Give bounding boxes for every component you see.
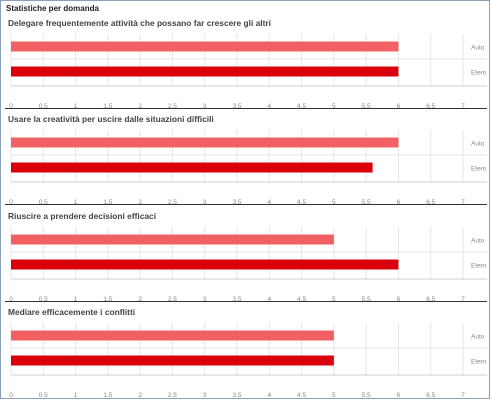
x-tick-label: 0: [9, 392, 13, 399]
bar-chart: Auto Etero 0 0.5 1 1.5 2 2.5 3 3.5 4 4.5 5 5.5 6 6.5 7: [9, 227, 487, 303]
x-tick-label: 0.5: [39, 199, 48, 206]
x-tick-label: 3: [203, 103, 207, 110]
x-tick-label: 4.5: [297, 103, 306, 110]
panel-divider: [5, 108, 487, 109]
x-tick-label: 1: [74, 199, 78, 206]
x-tick-label: 3.5: [232, 296, 241, 303]
bar-chart: Auto Etero 0 0.5 1 1.5 2 2.5 3 3.5 4 4.5 5 5.5 6 6.5 7: [9, 323, 487, 399]
x-tick-label: 0.5: [39, 392, 48, 399]
bar-auto: [11, 330, 334, 341]
x-tick-label: 4: [267, 296, 271, 303]
x-tick-label: 6.5: [426, 296, 435, 303]
x-tick-label: 4: [267, 199, 271, 206]
x-tick-label: 3.5: [232, 103, 241, 110]
bar-auto: [11, 41, 399, 52]
x-tick-label: 2.5: [168, 392, 177, 399]
x-tick-label: 1: [74, 392, 78, 399]
x-tick-label: 7: [461, 296, 465, 303]
x-tick-label: 6: [397, 103, 401, 110]
x-tick-label: 5: [332, 392, 336, 399]
x-tick-label: 5.5: [362, 296, 371, 303]
x-tick-label: 5: [332, 199, 336, 206]
x-tick-label: 1: [74, 296, 78, 303]
page-title: Statistiche per domanda: [6, 4, 99, 13]
x-tick-label: 7: [461, 199, 465, 206]
x-tick-label: 4: [267, 103, 271, 110]
x-tick-label: 0.5: [39, 296, 48, 303]
x-tick-label: 3.5: [232, 199, 241, 206]
x-tick-label: 1: [74, 103, 78, 110]
panel-title: Usare la creatività per uscire dalle sit…: [8, 114, 214, 124]
x-tick-label: 5.5: [362, 199, 371, 206]
category-label: Auto: [471, 334, 485, 341]
bar-etero: [11, 355, 334, 366]
x-tick-label: 2.5: [168, 296, 177, 303]
x-tick-label: 2: [138, 103, 142, 110]
category-label: Etero: [471, 263, 487, 270]
x-tick-label: 4.5: [297, 296, 306, 303]
category-label: Auto: [471, 141, 485, 148]
x-tick-label: 7: [461, 103, 465, 110]
x-tick-label: 6.5: [426, 199, 435, 206]
x-tick-label: 2.5: [168, 199, 177, 206]
x-tick-label: 1.5: [103, 296, 112, 303]
x-tick-label: 5: [332, 296, 336, 303]
category-label: Etero: [471, 70, 487, 77]
x-tick-label: 2: [138, 199, 142, 206]
x-tick-label: 2: [138, 296, 142, 303]
x-tick-label: 1.5: [103, 392, 112, 399]
x-tick-label: 1.5: [103, 103, 112, 110]
bar-etero: [11, 162, 373, 173]
category-label: Etero: [471, 166, 487, 173]
x-tick-label: 0: [9, 199, 13, 206]
x-tick-label: 2.5: [168, 103, 177, 110]
bar-auto: [11, 137, 399, 148]
x-tick-label: 5.5: [362, 392, 371, 399]
panel-title: Mediare efficacemente i conflitti: [8, 307, 136, 317]
x-tick-label: 0: [9, 296, 13, 303]
x-tick-label: 4.5: [297, 392, 306, 399]
x-tick-label: 6: [397, 392, 401, 399]
bar-etero: [11, 259, 399, 270]
x-tick-label: 6: [397, 296, 401, 303]
panel-title: Riuscire a prendere decisioni efficaci: [8, 211, 157, 221]
x-tick-label: 6.5: [426, 392, 435, 399]
x-tick-label: 3: [203, 392, 207, 399]
panel-title: Delegare frequentemente attività che pos…: [8, 18, 271, 28]
bar-chart: Auto Etero 0 0.5 1 1.5 2 2.5 3 3.5 4 4.5 5 5.5 6 6.5 7: [9, 130, 487, 206]
bar-etero: [11, 66, 399, 77]
x-tick-label: 2: [138, 392, 142, 399]
x-tick-label: 0.5: [39, 103, 48, 110]
x-tick-label: 0: [9, 103, 13, 110]
x-tick-label: 7: [461, 392, 465, 399]
x-tick-label: 3: [203, 199, 207, 206]
panel-divider: [5, 204, 487, 205]
x-tick-label: 4: [267, 392, 271, 399]
x-tick-label: 1.5: [103, 199, 112, 206]
category-label: Auto: [471, 45, 485, 52]
x-tick-label: 6.5: [426, 103, 435, 110]
category-label: Etero: [471, 359, 487, 366]
bar-auto: [11, 234, 334, 245]
bar-chart: Auto Etero 0 0.5 1 1.5 2 2.5 3 3.5 4 4.5 5 5.5 6 6.5 7: [9, 34, 487, 110]
x-tick-label: 5: [332, 103, 336, 110]
x-tick-label: 3: [203, 296, 207, 303]
x-tick-label: 6: [397, 199, 401, 206]
panel-divider: [5, 301, 487, 302]
x-tick-label: 3.5: [232, 392, 241, 399]
category-label: Auto: [471, 238, 485, 245]
x-tick-label: 4.5: [297, 199, 306, 206]
x-tick-label: 5.5: [362, 103, 371, 110]
